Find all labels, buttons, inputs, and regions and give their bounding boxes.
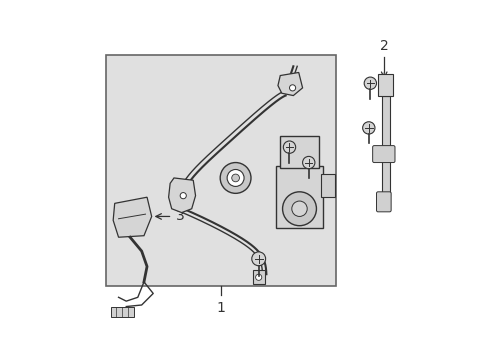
Bar	[377, 74, 393, 95]
Circle shape	[362, 122, 374, 134]
FancyBboxPatch shape	[376, 192, 390, 212]
Text: 3: 3	[176, 210, 184, 224]
Polygon shape	[168, 178, 195, 213]
Text: 1: 1	[216, 301, 225, 315]
FancyBboxPatch shape	[372, 145, 394, 163]
Circle shape	[226, 170, 244, 186]
Text: 2: 2	[379, 39, 388, 53]
Bar	[381, 95, 389, 195]
Bar	[252, 270, 264, 284]
Circle shape	[255, 274, 261, 280]
Circle shape	[180, 193, 186, 199]
Polygon shape	[113, 197, 151, 237]
Bar	[276, 166, 322, 228]
Circle shape	[220, 163, 250, 193]
Circle shape	[251, 252, 265, 266]
Circle shape	[231, 174, 239, 182]
Bar	[106, 55, 335, 286]
Bar	[280, 136, 318, 168]
Circle shape	[283, 141, 295, 153]
Circle shape	[302, 156, 314, 169]
Circle shape	[289, 85, 295, 91]
Bar	[111, 306, 134, 317]
Bar	[321, 174, 334, 197]
Circle shape	[282, 192, 316, 226]
Polygon shape	[277, 72, 302, 95]
Circle shape	[364, 77, 376, 89]
Circle shape	[291, 201, 306, 216]
